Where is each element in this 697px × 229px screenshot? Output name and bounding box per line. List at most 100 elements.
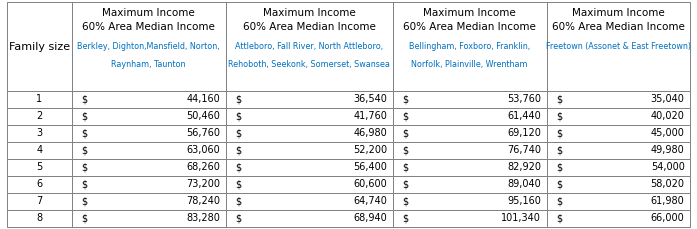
Bar xyxy=(7,142,72,159)
Text: $: $ xyxy=(235,128,241,138)
Text: Attleboro, Fall River, North Attleboro,: Attleboro, Fall River, North Attleboro, xyxy=(235,42,383,51)
Text: 45,000: 45,000 xyxy=(651,128,684,138)
Text: Maximum Income: Maximum Income xyxy=(263,8,355,18)
Bar xyxy=(226,2,393,91)
Bar xyxy=(546,2,690,91)
Text: 46,980: 46,980 xyxy=(353,128,388,138)
Text: $: $ xyxy=(556,94,562,104)
Text: $: $ xyxy=(556,213,562,223)
Text: 60,600: 60,600 xyxy=(353,179,388,189)
Text: $: $ xyxy=(82,213,88,223)
Text: 61,980: 61,980 xyxy=(651,196,684,206)
Text: 36,540: 36,540 xyxy=(353,94,388,104)
Text: 41,760: 41,760 xyxy=(353,111,388,121)
Text: 54,000: 54,000 xyxy=(651,162,684,172)
Text: 95,160: 95,160 xyxy=(507,196,541,206)
Bar xyxy=(226,210,393,227)
Bar xyxy=(393,91,546,108)
Text: Bellingham, Foxboro, Franklin,: Bellingham, Foxboro, Franklin, xyxy=(409,42,530,51)
Text: Maximum Income: Maximum Income xyxy=(572,8,665,18)
Bar xyxy=(393,210,546,227)
Text: $: $ xyxy=(235,213,241,223)
Text: $: $ xyxy=(402,145,408,155)
Bar xyxy=(72,2,226,91)
Text: 89,040: 89,040 xyxy=(507,179,541,189)
Bar xyxy=(7,176,72,193)
Bar xyxy=(7,125,72,142)
Text: $: $ xyxy=(556,128,562,138)
Text: Norfolk, Plainville, Wrentham: Norfolk, Plainville, Wrentham xyxy=(411,60,528,69)
Bar xyxy=(226,176,393,193)
Text: $: $ xyxy=(82,145,88,155)
Bar xyxy=(7,193,72,210)
Bar xyxy=(546,210,690,227)
Text: $: $ xyxy=(82,94,88,104)
Text: 44,160: 44,160 xyxy=(186,94,220,104)
Text: $: $ xyxy=(82,196,88,206)
Bar xyxy=(226,193,393,210)
Bar xyxy=(393,125,546,142)
Text: 50,460: 50,460 xyxy=(186,111,220,121)
Bar xyxy=(7,210,72,227)
Text: 76,740: 76,740 xyxy=(507,145,541,155)
Text: 73,200: 73,200 xyxy=(186,179,220,189)
Text: 60% Area Median Income: 60% Area Median Income xyxy=(404,22,536,32)
Text: 3: 3 xyxy=(36,128,43,138)
Text: Raynham, Taunton: Raynham, Taunton xyxy=(112,60,186,69)
Text: 40,020: 40,020 xyxy=(651,111,684,121)
Bar xyxy=(7,2,72,91)
Bar xyxy=(393,142,546,159)
Text: 56,760: 56,760 xyxy=(186,128,220,138)
Text: 8: 8 xyxy=(36,213,43,223)
Text: 52,200: 52,200 xyxy=(353,145,388,155)
Text: $: $ xyxy=(82,179,88,189)
Text: 6: 6 xyxy=(36,179,43,189)
Text: $: $ xyxy=(235,196,241,206)
Text: $: $ xyxy=(402,196,408,206)
Bar xyxy=(546,91,690,108)
Text: $: $ xyxy=(402,162,408,172)
Text: $: $ xyxy=(235,179,241,189)
Bar xyxy=(226,159,393,176)
Text: 49,980: 49,980 xyxy=(651,145,684,155)
Bar xyxy=(546,193,690,210)
Text: Rehoboth, Seekonk, Somerset, Swansea: Rehoboth, Seekonk, Somerset, Swansea xyxy=(229,60,390,69)
Bar xyxy=(546,159,690,176)
Bar xyxy=(72,108,226,125)
Bar xyxy=(72,125,226,142)
Text: $: $ xyxy=(402,179,408,189)
Bar xyxy=(72,176,226,193)
Text: $: $ xyxy=(402,94,408,104)
Text: 7: 7 xyxy=(36,196,43,206)
Text: 5: 5 xyxy=(36,162,43,172)
Text: 66,000: 66,000 xyxy=(651,213,684,223)
Bar xyxy=(393,2,546,91)
Bar xyxy=(393,159,546,176)
Bar xyxy=(546,176,690,193)
Bar xyxy=(393,193,546,210)
Text: 83,280: 83,280 xyxy=(186,213,220,223)
Bar xyxy=(7,108,72,125)
Text: Maximum Income: Maximum Income xyxy=(102,8,195,18)
Text: $: $ xyxy=(82,162,88,172)
Text: $: $ xyxy=(402,213,408,223)
Text: $: $ xyxy=(235,111,241,121)
Bar xyxy=(226,91,393,108)
Text: 61,440: 61,440 xyxy=(507,111,541,121)
Text: 69,120: 69,120 xyxy=(507,128,541,138)
Text: 1: 1 xyxy=(36,94,43,104)
Text: 101,340: 101,340 xyxy=(501,213,541,223)
Text: $: $ xyxy=(556,145,562,155)
Text: 56,400: 56,400 xyxy=(353,162,388,172)
Text: 58,020: 58,020 xyxy=(650,179,684,189)
Text: $: $ xyxy=(556,196,562,206)
Text: $: $ xyxy=(82,128,88,138)
Bar xyxy=(72,159,226,176)
Bar xyxy=(546,125,690,142)
Text: 78,240: 78,240 xyxy=(186,196,220,206)
Bar xyxy=(226,108,393,125)
Bar xyxy=(72,142,226,159)
Text: 64,740: 64,740 xyxy=(353,196,388,206)
Text: 53,760: 53,760 xyxy=(507,94,541,104)
Bar xyxy=(226,125,393,142)
